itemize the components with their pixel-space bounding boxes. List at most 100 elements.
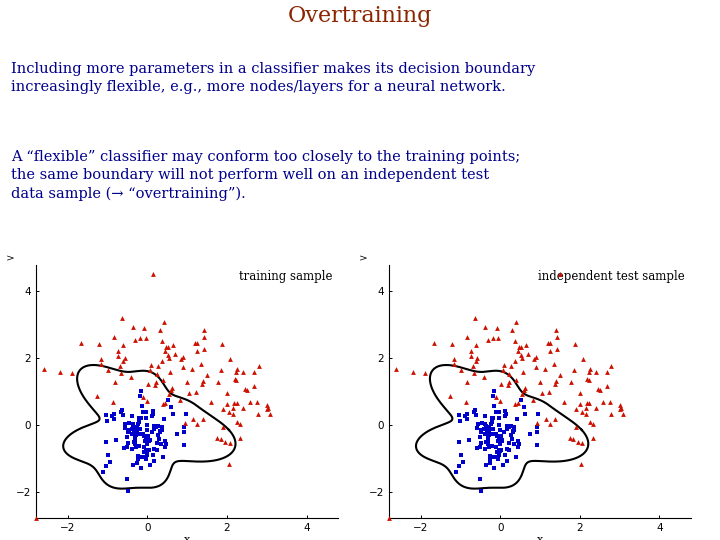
Point [500, 410, 512, 418]
Point [168, 341, 179, 349]
Point [158, 376, 169, 384]
Point [486, 418, 498, 427]
Point [605, 410, 616, 418]
Point [134, 414, 145, 422]
Point [515, 351, 526, 360]
Point [122, 487, 134, 496]
Point [499, 427, 510, 436]
Point [471, 444, 482, 453]
Point [487, 414, 499, 423]
Point [492, 455, 504, 463]
Point [604, 397, 616, 406]
Point [588, 420, 599, 428]
Text: >: > [6, 254, 14, 264]
Point [148, 456, 160, 465]
Point [132, 452, 143, 461]
Point [500, 407, 511, 415]
Point [390, 364, 402, 373]
Point [101, 410, 112, 419]
Point [264, 410, 276, 418]
Point [606, 362, 617, 370]
Point [510, 376, 522, 384]
Point [503, 423, 515, 431]
Point [143, 436, 155, 445]
Point [128, 437, 140, 446]
Point [224, 438, 235, 447]
Point [468, 408, 480, 416]
Point [230, 376, 242, 384]
Point [509, 422, 521, 431]
Point [129, 336, 140, 345]
Point [147, 451, 158, 460]
Point [428, 339, 440, 347]
Point [123, 426, 135, 435]
Point [470, 341, 482, 349]
Point [166, 383, 178, 392]
Point [511, 415, 523, 423]
Point [109, 378, 120, 387]
Point [116, 369, 127, 377]
Point [135, 425, 146, 434]
Point [179, 428, 190, 437]
Point [108, 333, 120, 341]
Point [481, 437, 492, 446]
Point [554, 371, 565, 380]
Point [184, 388, 195, 397]
Point [126, 430, 138, 439]
Point [516, 354, 528, 362]
Point [144, 436, 156, 445]
Point [487, 453, 499, 462]
Point [516, 390, 528, 399]
Point [472, 424, 483, 433]
Point [140, 447, 151, 456]
Point [507, 326, 518, 334]
Point [91, 392, 102, 400]
Point [138, 408, 150, 416]
Point [615, 404, 626, 413]
Point [469, 369, 480, 377]
Point [469, 411, 481, 420]
Point [495, 421, 506, 429]
Point [515, 396, 526, 404]
Point [506, 435, 518, 443]
Point [248, 368, 260, 376]
Point [175, 396, 186, 404]
Point [508, 426, 520, 434]
Point [575, 400, 586, 408]
Point [163, 390, 175, 399]
Point [505, 430, 516, 439]
Point [217, 339, 228, 348]
Point [108, 409, 120, 418]
Point [156, 422, 168, 431]
Point [126, 424, 138, 433]
Point [551, 345, 562, 354]
Point [141, 421, 153, 430]
Point [503, 378, 514, 387]
Point [497, 436, 508, 445]
Point [93, 340, 104, 349]
Point [252, 410, 264, 418]
Point [127, 322, 138, 331]
Point [140, 433, 152, 442]
Text: ▴: ▴ [151, 268, 156, 279]
Point [112, 352, 124, 360]
Point [251, 397, 263, 406]
Point [480, 461, 491, 469]
Point [539, 365, 551, 374]
Point [127, 421, 139, 430]
Point [501, 456, 513, 465]
Point [140, 446, 152, 455]
Point [490, 408, 502, 416]
Point [493, 414, 505, 422]
Point [583, 376, 595, 384]
Point [127, 423, 139, 432]
Point [448, 355, 459, 363]
Point [117, 357, 129, 366]
Point [132, 454, 143, 463]
Point [141, 396, 153, 405]
Point [225, 354, 236, 363]
Point [201, 371, 212, 380]
Point [121, 475, 132, 483]
Point [513, 443, 524, 451]
Point [494, 426, 505, 434]
